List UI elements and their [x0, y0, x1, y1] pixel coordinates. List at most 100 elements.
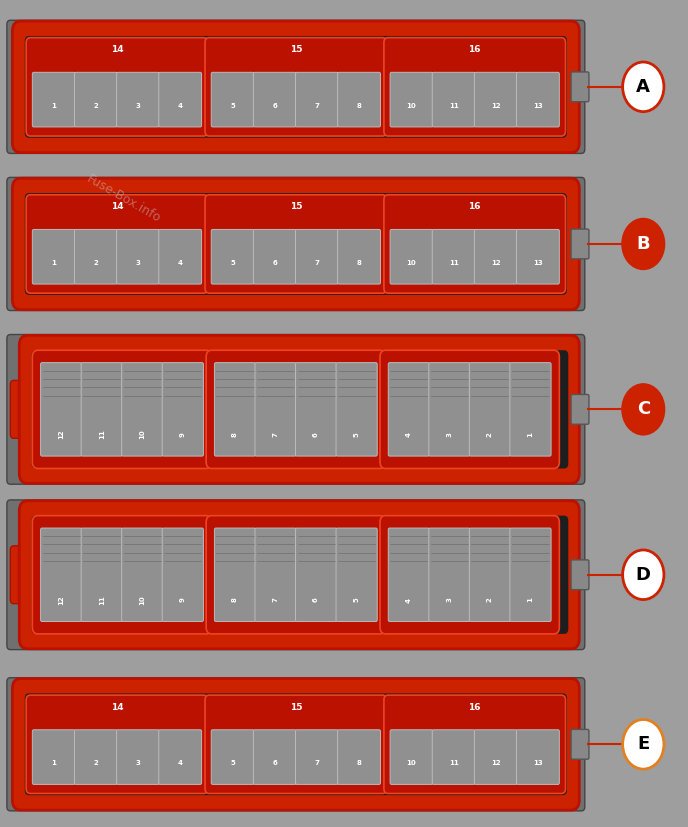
Text: 15: 15 — [290, 702, 302, 711]
Text: 7: 7 — [314, 103, 319, 109]
FancyBboxPatch shape — [429, 528, 470, 622]
FancyBboxPatch shape — [7, 335, 585, 485]
FancyBboxPatch shape — [211, 229, 254, 284]
FancyBboxPatch shape — [12, 21, 579, 152]
Circle shape — [623, 550, 664, 600]
FancyBboxPatch shape — [116, 729, 160, 784]
Text: 1: 1 — [528, 598, 533, 602]
FancyBboxPatch shape — [388, 528, 429, 622]
Text: 8: 8 — [356, 760, 361, 767]
Text: 1: 1 — [52, 260, 56, 266]
Text: 6: 6 — [272, 103, 277, 109]
Text: 7: 7 — [314, 760, 319, 767]
FancyBboxPatch shape — [81, 362, 122, 457]
FancyBboxPatch shape — [338, 229, 380, 284]
FancyBboxPatch shape — [122, 528, 163, 622]
FancyBboxPatch shape — [388, 362, 429, 457]
FancyBboxPatch shape — [32, 729, 75, 784]
FancyBboxPatch shape — [41, 362, 82, 457]
Text: 7: 7 — [314, 260, 319, 266]
Text: 5: 5 — [230, 103, 235, 109]
Text: 12: 12 — [58, 595, 64, 605]
FancyBboxPatch shape — [432, 72, 475, 127]
FancyBboxPatch shape — [7, 500, 585, 650]
FancyBboxPatch shape — [384, 195, 566, 294]
FancyBboxPatch shape — [469, 362, 510, 457]
Text: 16: 16 — [469, 45, 481, 54]
FancyBboxPatch shape — [469, 528, 510, 622]
Text: 13: 13 — [533, 760, 543, 767]
FancyBboxPatch shape — [32, 516, 212, 633]
Text: 4: 4 — [406, 597, 412, 603]
Circle shape — [623, 219, 664, 269]
FancyBboxPatch shape — [32, 351, 568, 468]
FancyBboxPatch shape — [336, 362, 377, 457]
Text: 4: 4 — [406, 432, 412, 437]
Text: 16: 16 — [469, 203, 481, 211]
Text: 2: 2 — [487, 598, 493, 602]
FancyBboxPatch shape — [12, 179, 579, 310]
FancyBboxPatch shape — [12, 678, 579, 810]
Text: 14: 14 — [111, 702, 123, 711]
FancyBboxPatch shape — [253, 729, 296, 784]
Text: 10: 10 — [407, 103, 416, 109]
Text: 11: 11 — [449, 260, 458, 266]
Text: 9: 9 — [180, 433, 186, 437]
Text: 3: 3 — [136, 103, 140, 109]
FancyBboxPatch shape — [336, 528, 377, 622]
FancyBboxPatch shape — [295, 729, 338, 784]
FancyBboxPatch shape — [295, 72, 338, 127]
Text: 6: 6 — [272, 260, 277, 266]
Text: 13: 13 — [533, 260, 543, 266]
FancyBboxPatch shape — [571, 72, 589, 102]
Text: C: C — [636, 400, 650, 418]
Text: 1: 1 — [528, 433, 533, 437]
FancyBboxPatch shape — [211, 729, 254, 784]
Text: A: A — [636, 78, 650, 96]
Text: B: B — [636, 235, 650, 253]
FancyBboxPatch shape — [32, 516, 568, 633]
FancyBboxPatch shape — [253, 229, 296, 284]
Text: 4: 4 — [178, 760, 183, 767]
FancyBboxPatch shape — [74, 72, 117, 127]
FancyBboxPatch shape — [517, 72, 559, 127]
Text: 9: 9 — [180, 598, 186, 602]
Text: 15: 15 — [290, 203, 302, 211]
FancyBboxPatch shape — [510, 362, 551, 457]
Circle shape — [623, 385, 664, 434]
FancyBboxPatch shape — [517, 229, 559, 284]
FancyBboxPatch shape — [25, 36, 567, 138]
FancyBboxPatch shape — [32, 72, 75, 127]
Text: 2: 2 — [94, 103, 98, 109]
Text: 10: 10 — [139, 430, 145, 439]
FancyBboxPatch shape — [295, 362, 336, 457]
FancyBboxPatch shape — [517, 729, 559, 784]
FancyBboxPatch shape — [41, 528, 82, 622]
Text: 7: 7 — [272, 433, 279, 437]
FancyBboxPatch shape — [205, 38, 387, 136]
Text: 10: 10 — [407, 760, 416, 767]
FancyBboxPatch shape — [81, 528, 122, 622]
FancyBboxPatch shape — [432, 729, 475, 784]
Text: 3: 3 — [447, 598, 453, 602]
FancyBboxPatch shape — [474, 729, 517, 784]
Text: 1: 1 — [52, 103, 56, 109]
Text: 8: 8 — [232, 433, 238, 437]
FancyBboxPatch shape — [380, 516, 559, 633]
Text: 11: 11 — [99, 595, 105, 605]
Text: 16: 16 — [469, 702, 481, 711]
FancyBboxPatch shape — [74, 229, 117, 284]
FancyBboxPatch shape — [571, 729, 589, 759]
Text: 14: 14 — [111, 45, 123, 54]
Text: 2: 2 — [487, 433, 493, 437]
FancyBboxPatch shape — [74, 729, 117, 784]
FancyBboxPatch shape — [19, 501, 579, 648]
Text: 6: 6 — [272, 760, 277, 767]
Circle shape — [623, 62, 664, 112]
FancyBboxPatch shape — [205, 695, 387, 794]
FancyBboxPatch shape — [25, 194, 567, 295]
FancyBboxPatch shape — [10, 546, 34, 604]
Text: Fuse-Box.info: Fuse-Box.info — [85, 172, 163, 225]
FancyBboxPatch shape — [295, 229, 338, 284]
FancyBboxPatch shape — [571, 394, 589, 424]
